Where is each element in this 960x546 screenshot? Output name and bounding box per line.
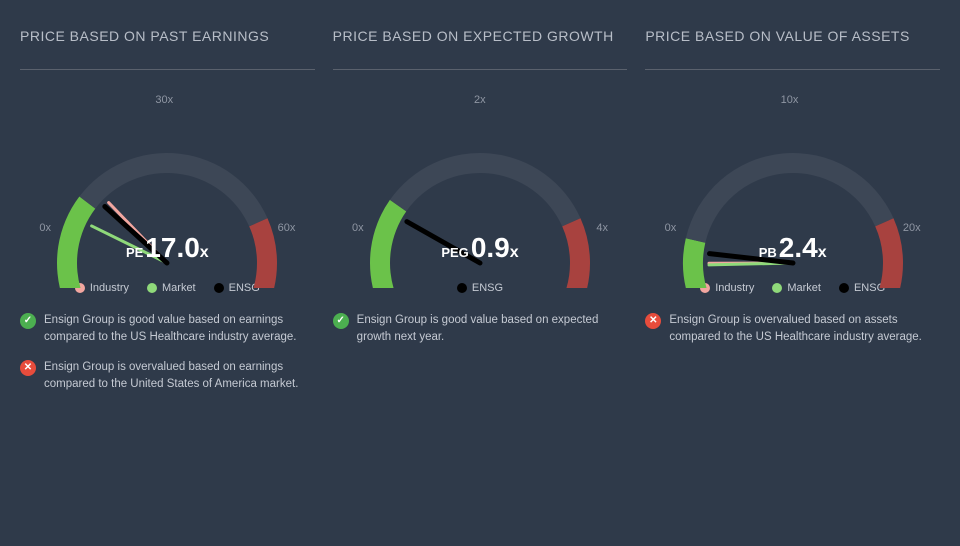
note-text: Ensign Group is overvalued based on earn… (44, 359, 315, 392)
check-icon: ✓ (333, 313, 349, 329)
metric-x: x (818, 244, 827, 261)
check-icon: ✓ (20, 313, 36, 329)
note-text: Ensign Group is good value based on earn… (44, 312, 315, 345)
notes: ✕ Ensign Group is overvalued based on ass… (645, 312, 940, 345)
gauge-value: PE17.0x (27, 232, 307, 264)
tick-top: 10x (781, 94, 799, 106)
note-item: ✓ Ensign Group is good value based on ear… (20, 312, 315, 345)
tick-top: 2x (474, 94, 486, 106)
note-text: Ensign Group is overvalued based on asse… (669, 312, 940, 345)
panels-grid: PRICE BASED ON PAST EARNINGS 0x 30x 60x … (0, 0, 960, 421)
tick-top: 30x (155, 94, 173, 106)
panel-pb: PRICE BASED ON VALUE OF ASSETS 0x 10x 20… (645, 28, 940, 393)
panel-pe: PRICE BASED ON PAST EARNINGS 0x 30x 60x … (20, 28, 315, 393)
metric-x: x (510, 244, 519, 261)
panel-title: PRICE BASED ON EXPECTED GROWTH (333, 28, 628, 70)
metric-label: PEG (441, 245, 468, 260)
metric-value: 17.0 (145, 232, 200, 263)
cross-icon: ✕ (645, 313, 661, 329)
panel-title: PRICE BASED ON PAST EARNINGS (20, 28, 315, 70)
metric-label: PB (759, 245, 777, 260)
gauge-value: PEG0.9x (340, 232, 620, 264)
cross-icon: ✕ (20, 360, 36, 376)
note-item: ✕ Ensign Group is overvalued based on ass… (645, 312, 940, 345)
panel-title: PRICE BASED ON VALUE OF ASSETS (645, 28, 940, 70)
gauge-peg: 0x 2x 4x PEG0.9x (340, 98, 620, 288)
gauge-pe: 0x 30x 60x PE17.0x (27, 98, 307, 288)
gauge-pb: 0x 10x 20x PB2.4x (653, 98, 933, 288)
metric-value: 0.9 (471, 232, 510, 263)
notes: ✓ Ensign Group is good value based on ear… (20, 312, 315, 393)
panel-peg: PRICE BASED ON EXPECTED GROWTH 0x 2x 4x … (333, 28, 628, 393)
note-item: ✓ Ensign Group is good value based on exp… (333, 312, 628, 345)
gauge-value: PB2.4x (653, 232, 933, 264)
metric-x: x (200, 244, 209, 261)
note-text: Ensign Group is good value based on expe… (357, 312, 628, 345)
notes: ✓ Ensign Group is good value based on exp… (333, 312, 628, 345)
metric-label: PE (126, 245, 143, 260)
note-item: ✕ Ensign Group is overvalued based on ear… (20, 359, 315, 392)
metric-value: 2.4 (779, 232, 818, 263)
